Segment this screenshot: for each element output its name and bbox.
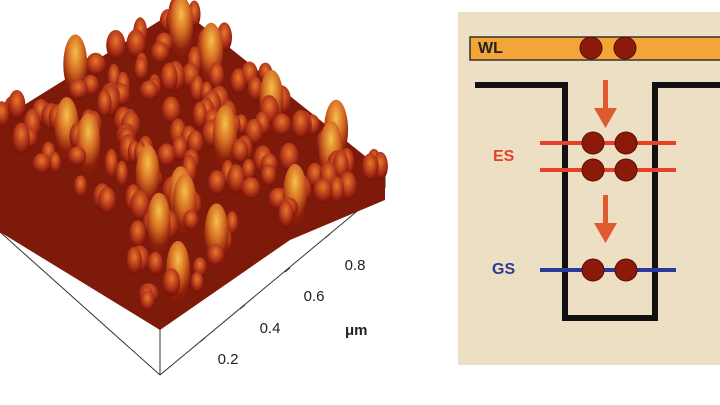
afm-bump bbox=[8, 90, 26, 120]
afm-bump bbox=[362, 153, 379, 182]
electrons bbox=[579, 36, 638, 282]
afm-bump bbox=[162, 268, 181, 297]
afm-bump bbox=[106, 29, 126, 61]
afm-bumps bbox=[0, 0, 388, 312]
arrows bbox=[594, 80, 617, 243]
afm-bump bbox=[247, 76, 263, 102]
afm-bump bbox=[160, 62, 178, 93]
afm-bump bbox=[260, 164, 277, 187]
afm-bump bbox=[68, 79, 88, 100]
diagram-panel bbox=[458, 12, 720, 365]
afm-bump bbox=[0, 101, 10, 128]
afm-bump bbox=[74, 175, 87, 198]
afm-bump bbox=[231, 138, 249, 164]
afm-bump bbox=[169, 0, 194, 57]
afm-bump bbox=[227, 164, 245, 195]
afm-bump bbox=[68, 146, 87, 167]
axis-tick-label: 0.2 bbox=[218, 351, 239, 368]
afm-bump bbox=[146, 192, 171, 253]
afm-bump bbox=[12, 122, 30, 155]
afm-bump bbox=[126, 246, 142, 276]
afm-bump bbox=[49, 152, 61, 174]
afm-bump bbox=[329, 176, 345, 204]
afm-bump bbox=[32, 153, 51, 175]
afm-bump bbox=[98, 186, 116, 215]
gs-label: GS bbox=[492, 261, 515, 278]
afm-bump bbox=[206, 244, 225, 267]
afm-bump bbox=[126, 29, 146, 59]
afm-bump bbox=[183, 209, 199, 231]
quantum-well bbox=[475, 82, 720, 321]
afm-bump bbox=[213, 105, 237, 166]
afm-bump bbox=[241, 158, 256, 181]
afm-bump bbox=[272, 113, 291, 137]
afm-bump bbox=[190, 75, 204, 103]
es-label: ES bbox=[493, 148, 515, 165]
axis-tick-label: 0.8 bbox=[345, 257, 366, 274]
afm-bump bbox=[278, 200, 294, 229]
afm-bump bbox=[104, 148, 118, 180]
afm-bump bbox=[85, 52, 106, 77]
afm-bump bbox=[63, 34, 88, 95]
afm-bump bbox=[140, 80, 159, 101]
afm-bump bbox=[161, 96, 181, 125]
afm-bump bbox=[208, 170, 226, 196]
axis-unit: μm bbox=[345, 322, 368, 339]
afm-bump bbox=[291, 110, 310, 140]
afm-bump bbox=[129, 220, 146, 248]
afm-bump bbox=[130, 190, 150, 222]
afm-bump bbox=[140, 290, 155, 312]
afm-bump bbox=[135, 144, 160, 205]
afm-bump bbox=[115, 160, 128, 188]
afm-bump bbox=[241, 177, 261, 200]
afm-bump bbox=[208, 62, 224, 90]
afm-bump bbox=[134, 57, 148, 81]
afm-bump bbox=[230, 68, 246, 95]
axis-tick-label: 0.6 bbox=[304, 288, 325, 305]
afm-bump bbox=[151, 41, 169, 64]
afm-bump bbox=[157, 143, 176, 168]
afm-bump bbox=[172, 136, 188, 162]
axis-tick-label: 0.4 bbox=[260, 320, 281, 337]
afm-bump bbox=[313, 178, 333, 204]
wl-label: WL bbox=[478, 40, 503, 57]
es-lines bbox=[540, 141, 676, 172]
afm-bump bbox=[226, 211, 239, 236]
afm-bump bbox=[97, 89, 112, 118]
afm-bump bbox=[190, 271, 204, 293]
afm-bump bbox=[193, 101, 208, 129]
afm-bump bbox=[147, 251, 163, 276]
